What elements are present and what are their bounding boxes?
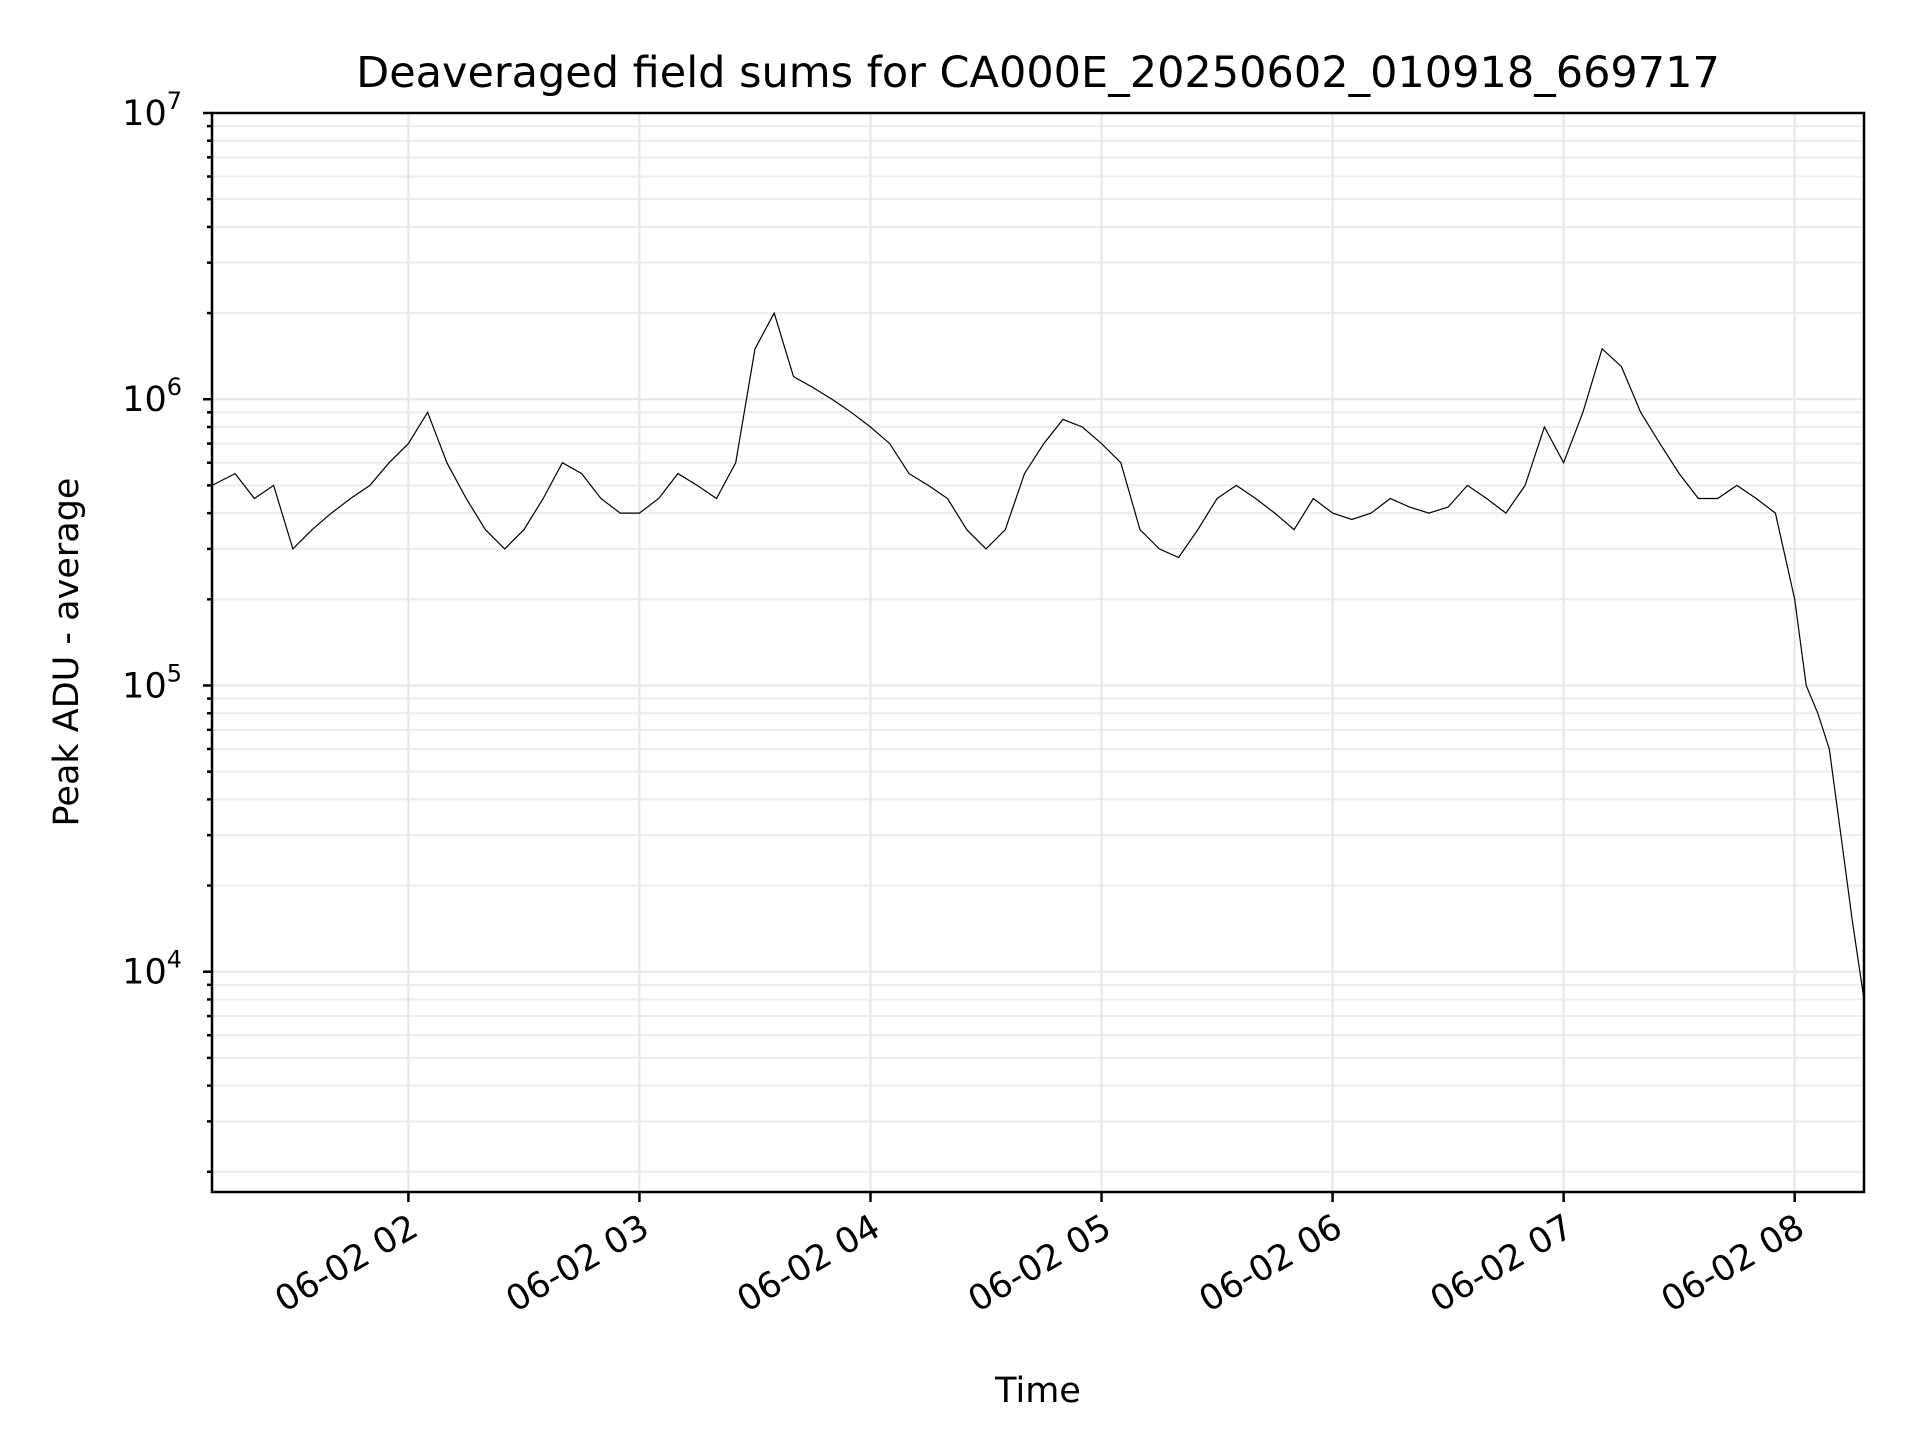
y-tick-label-exponent: 5 bbox=[167, 659, 182, 687]
y-axis-label: Peak ADU - average bbox=[47, 478, 87, 827]
y-tick-label-base: 10 bbox=[122, 94, 167, 134]
grid-layer bbox=[212, 112, 1864, 1192]
data-series-line bbox=[211, 311, 1865, 1000]
y-tick-label-base: 10 bbox=[122, 666, 167, 706]
y-tick-label: 105 bbox=[122, 659, 182, 706]
y-tick-label-base: 10 bbox=[122, 380, 167, 420]
y-tick-label-exponent: 7 bbox=[167, 87, 182, 115]
x-axis-label: Time bbox=[994, 1371, 1081, 1411]
y-tick-label-base: 10 bbox=[122, 953, 167, 993]
y-tick-label-exponent: 4 bbox=[167, 946, 182, 974]
y-tick-label-exponent: 6 bbox=[167, 373, 182, 401]
chart-title: Deaveraged field sums for CA000E_2025060… bbox=[356, 48, 1720, 98]
y-tick-label: 104 bbox=[122, 946, 182, 993]
plot-frame bbox=[210, 111, 1866, 1194]
series-layer bbox=[211, 311, 1865, 1000]
y-tick-label: 107 bbox=[122, 87, 182, 134]
y-tick-label: 106 bbox=[122, 373, 182, 420]
